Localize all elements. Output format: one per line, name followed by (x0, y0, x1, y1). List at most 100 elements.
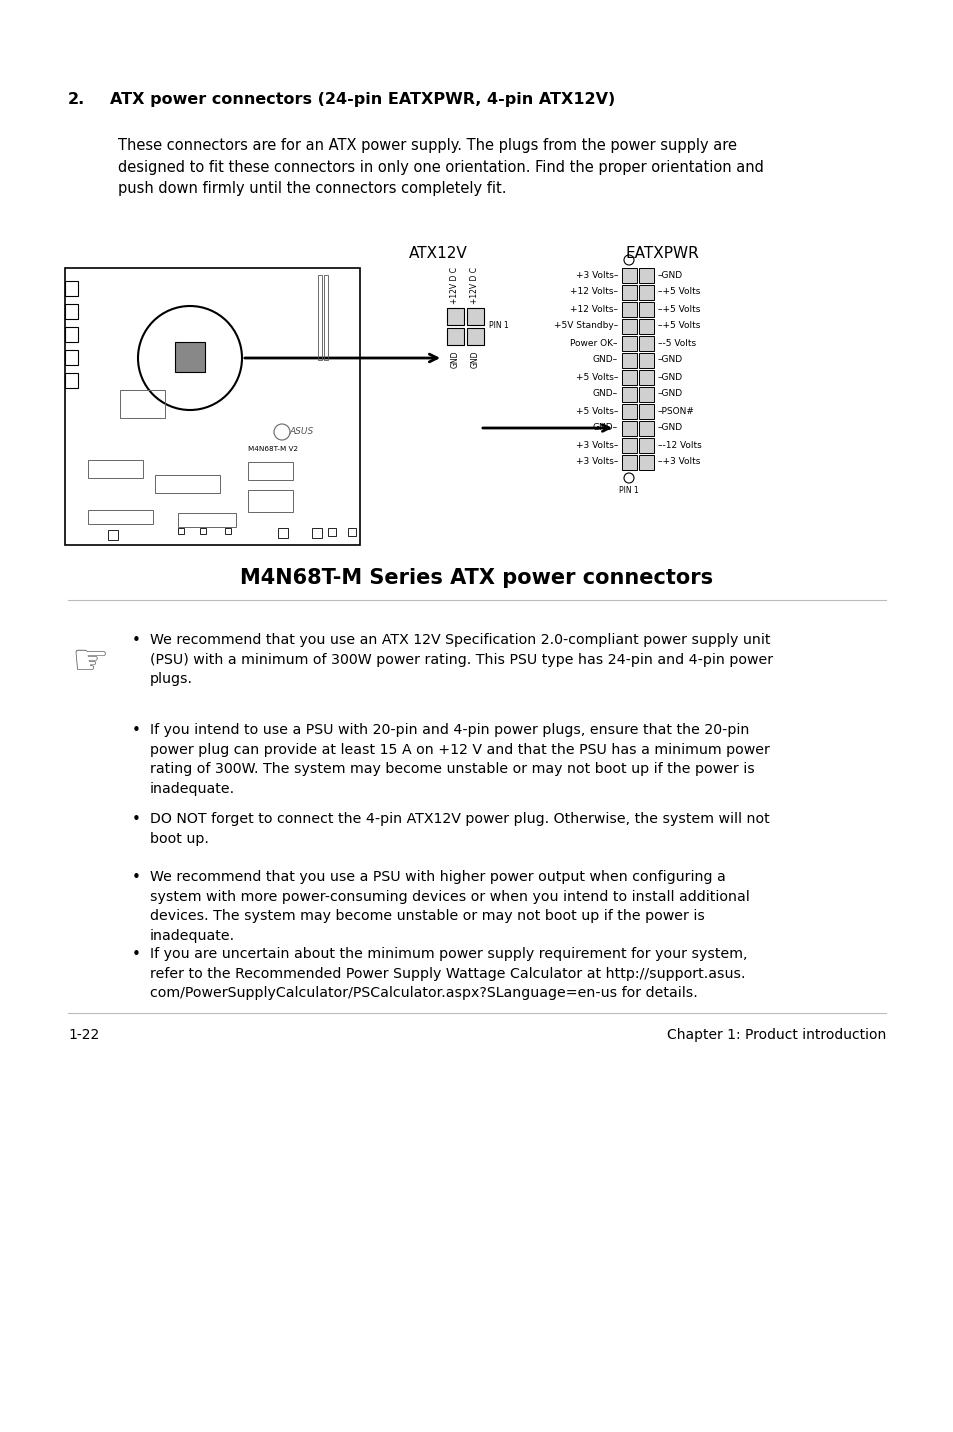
Text: We recommend that you use a PSU with higher power output when configuring a
syst: We recommend that you use a PSU with hig… (150, 871, 749, 944)
Text: GND–: GND– (592, 390, 618, 398)
Bar (312, 528, 322, 538)
Bar (621, 438, 637, 453)
Bar (621, 319, 637, 334)
Text: –GND: –GND (658, 271, 682, 279)
Text: ASUS: ASUS (289, 427, 313, 435)
Text: –GND: –GND (658, 372, 682, 381)
Text: GND: GND (470, 349, 479, 368)
Text: +12V D C: +12V D C (470, 266, 479, 304)
Text: +12 Volts–: +12 Volts– (569, 305, 618, 314)
Text: EATXPWR: EATXPWR (624, 246, 699, 261)
Text: If you intend to use a PSU with 20-pin and 4-pin power plugs, ensure that the 20: If you intend to use a PSU with 20-pin a… (150, 723, 769, 796)
Bar (639, 438, 654, 453)
Bar (65, 304, 78, 319)
Text: Power OK–: Power OK– (570, 338, 618, 348)
Text: We recommend that you use an ATX 12V Specification 2.0-compliant power supply un: We recommend that you use an ATX 12V Spe… (150, 633, 772, 686)
Text: –GND: –GND (658, 390, 682, 398)
Bar (447, 328, 463, 345)
Text: +5 Volts–: +5 Volts– (575, 372, 618, 381)
Bar (621, 337, 637, 351)
Text: •: • (132, 633, 140, 649)
Text: 1-22: 1-22 (68, 1028, 99, 1042)
Bar (65, 326, 78, 342)
Bar (178, 528, 184, 534)
Bar (88, 510, 152, 524)
Bar (467, 308, 483, 325)
Bar (248, 490, 293, 513)
Text: +12V D C: +12V D C (450, 266, 459, 304)
Bar (225, 528, 231, 534)
Bar (621, 285, 637, 299)
Text: –PSON#: –PSON# (658, 407, 694, 415)
Bar (639, 404, 654, 420)
Bar (621, 354, 637, 368)
Text: +3 Volts–: +3 Volts– (575, 271, 618, 279)
Bar (174, 342, 205, 372)
Text: •: • (132, 947, 140, 962)
Bar (639, 302, 654, 316)
Bar (621, 455, 637, 470)
Bar (178, 513, 235, 527)
Bar (639, 387, 654, 402)
Text: +3 Volts–: +3 Volts– (575, 441, 618, 450)
Bar (317, 275, 322, 359)
Bar (328, 528, 335, 536)
Text: •: • (132, 812, 140, 828)
Bar (639, 337, 654, 351)
Bar (639, 285, 654, 299)
Text: PIN 1: PIN 1 (618, 485, 639, 495)
Bar (621, 421, 637, 435)
Bar (639, 319, 654, 334)
Text: –+5 Volts: –+5 Volts (658, 322, 700, 331)
Bar (621, 369, 637, 385)
Bar (324, 275, 328, 359)
Text: ATX power connectors (24-pin EATXPWR, 4-pin ATX12V): ATX power connectors (24-pin EATXPWR, 4-… (110, 92, 615, 107)
Text: –-12 Volts: –-12 Volts (658, 441, 701, 450)
Text: 2.: 2. (68, 92, 85, 107)
Text: DO NOT forget to connect the 4-pin ATX12V power plug. Otherwise, the system will: DO NOT forget to connect the 4-pin ATX12… (150, 812, 769, 846)
Bar (248, 463, 293, 480)
Text: ATX12V: ATX12V (408, 246, 467, 261)
Bar (639, 421, 654, 435)
Text: +5V Standby–: +5V Standby– (553, 322, 618, 331)
Text: ☞: ☞ (71, 640, 109, 682)
Text: •: • (132, 871, 140, 885)
Bar (65, 281, 78, 296)
Text: PIN 1: PIN 1 (489, 322, 508, 331)
Bar (154, 475, 220, 493)
Text: +3 Volts–: +3 Volts– (575, 457, 618, 467)
Text: GND–: GND– (592, 355, 618, 365)
Text: Chapter 1: Product introduction: Chapter 1: Product introduction (666, 1028, 885, 1042)
Text: –+3 Volts: –+3 Volts (658, 457, 700, 467)
Text: –+5 Volts: –+5 Volts (658, 305, 700, 314)
Bar (65, 372, 78, 388)
Bar (639, 268, 654, 284)
Text: These connectors are for an ATX power supply. The plugs from the power supply ar: These connectors are for an ATX power su… (118, 137, 763, 196)
Bar (348, 528, 355, 536)
Bar (621, 387, 637, 402)
FancyArrowPatch shape (482, 425, 608, 431)
Bar (447, 308, 463, 325)
Bar (639, 455, 654, 470)
FancyArrowPatch shape (245, 354, 436, 362)
Bar (467, 328, 483, 345)
Text: GND: GND (450, 349, 459, 368)
Text: +12 Volts–: +12 Volts– (569, 288, 618, 296)
Text: –+5 Volts: –+5 Volts (658, 288, 700, 296)
Bar (65, 349, 78, 365)
Text: M4N68T-M Series ATX power connectors: M4N68T-M Series ATX power connectors (240, 569, 713, 589)
Text: M4N68T-M V2: M4N68T-M V2 (248, 445, 297, 453)
Text: +5 Volts–: +5 Volts– (575, 407, 618, 415)
Bar (120, 390, 165, 418)
Text: –GND: –GND (658, 355, 682, 365)
Bar (200, 528, 206, 534)
Bar (639, 369, 654, 385)
Bar (621, 268, 637, 284)
Bar (65, 268, 359, 546)
Bar (108, 530, 118, 540)
Bar (277, 528, 288, 538)
Bar (639, 354, 654, 368)
Text: –-5 Volts: –-5 Volts (658, 338, 696, 348)
Text: If you are uncertain about the minimum power supply requirement for your system,: If you are uncertain about the minimum p… (150, 947, 747, 1001)
Bar (621, 302, 637, 316)
